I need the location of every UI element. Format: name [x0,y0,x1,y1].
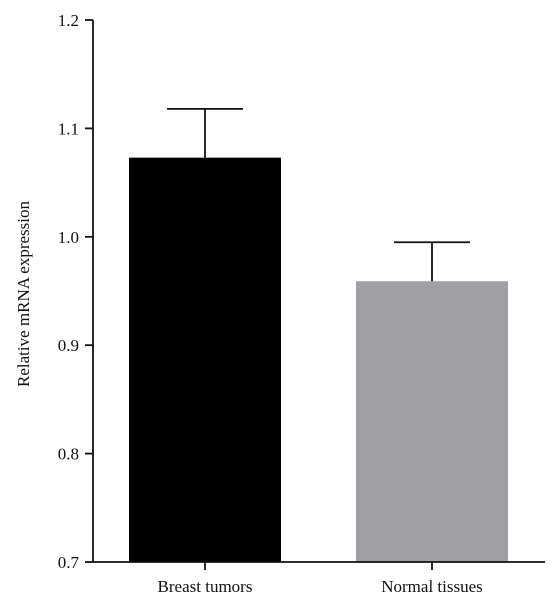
x-tick-label: Breast tumors [158,577,253,596]
bar-breast-tumors [129,157,281,562]
y-tick-label: 0.7 [58,553,80,572]
y-tick-label: 1.2 [58,11,79,30]
plot-area: 0.7 0.8 0.9 1.0 1.1 1.2 Breast tumors Normal ti… [58,11,545,596]
bar-normal-tissues [356,281,508,562]
y-tick-label: 1.1 [58,119,79,138]
y-tick-label: 0.8 [58,445,79,464]
y-tick-label: 0.9 [58,336,79,355]
y-axis-title: Relative mRNA expression [14,200,33,387]
x-tick-label: Normal tissues [381,577,483,596]
y-tick-label: 1.0 [58,228,79,247]
